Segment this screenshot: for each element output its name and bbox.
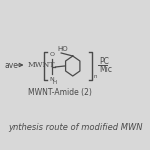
Text: ave: ave xyxy=(4,60,18,69)
Text: O: O xyxy=(50,52,55,57)
Text: PC: PC xyxy=(99,57,109,66)
Text: HO: HO xyxy=(58,46,69,52)
Text: H: H xyxy=(53,80,57,85)
Text: N: N xyxy=(50,77,54,82)
Text: Mic: Mic xyxy=(99,66,112,75)
Text: MWNT-Amide (2): MWNT-Amide (2) xyxy=(28,88,92,97)
Text: ynthesis route of modified MWN: ynthesis route of modified MWN xyxy=(8,123,143,132)
Text: MWNT: MWNT xyxy=(28,61,56,69)
Text: n: n xyxy=(93,74,96,79)
